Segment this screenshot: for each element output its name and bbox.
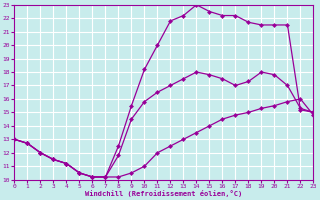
X-axis label: Windchill (Refroidissement éolien,°C): Windchill (Refroidissement éolien,°C) xyxy=(85,190,243,197)
